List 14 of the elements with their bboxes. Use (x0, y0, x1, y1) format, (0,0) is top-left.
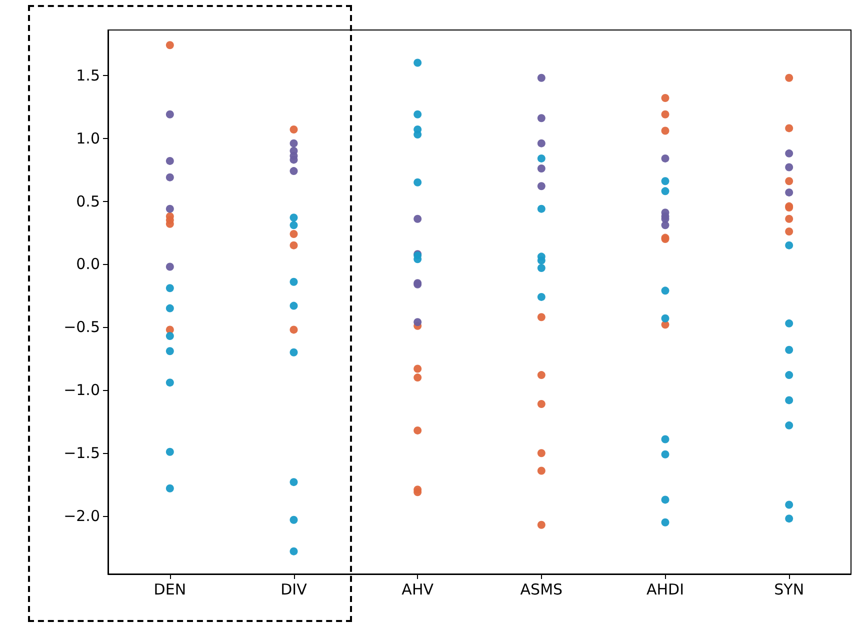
x-tick-label: SYN (774, 580, 804, 598)
y-tick-label: −2.0 (64, 507, 100, 526)
x-tick-label: AHV (402, 580, 434, 598)
y-tick-label: −0.5 (64, 318, 100, 336)
x-tick-label: ASMS (520, 580, 563, 598)
x-tick-label: DEN (154, 580, 186, 598)
y-tick-label: 0.5 (76, 192, 100, 210)
x-tick-label: DIV (280, 580, 308, 598)
y-tick-label: −1.5 (64, 444, 100, 462)
y-tick-label: 1.0 (76, 129, 100, 148)
y-tick-label: 0.0 (76, 255, 100, 274)
x-tick-label: AHDI (646, 580, 684, 598)
y-tick-label: 1.5 (76, 66, 100, 84)
y-tick-label: −1.0 (64, 381, 100, 400)
